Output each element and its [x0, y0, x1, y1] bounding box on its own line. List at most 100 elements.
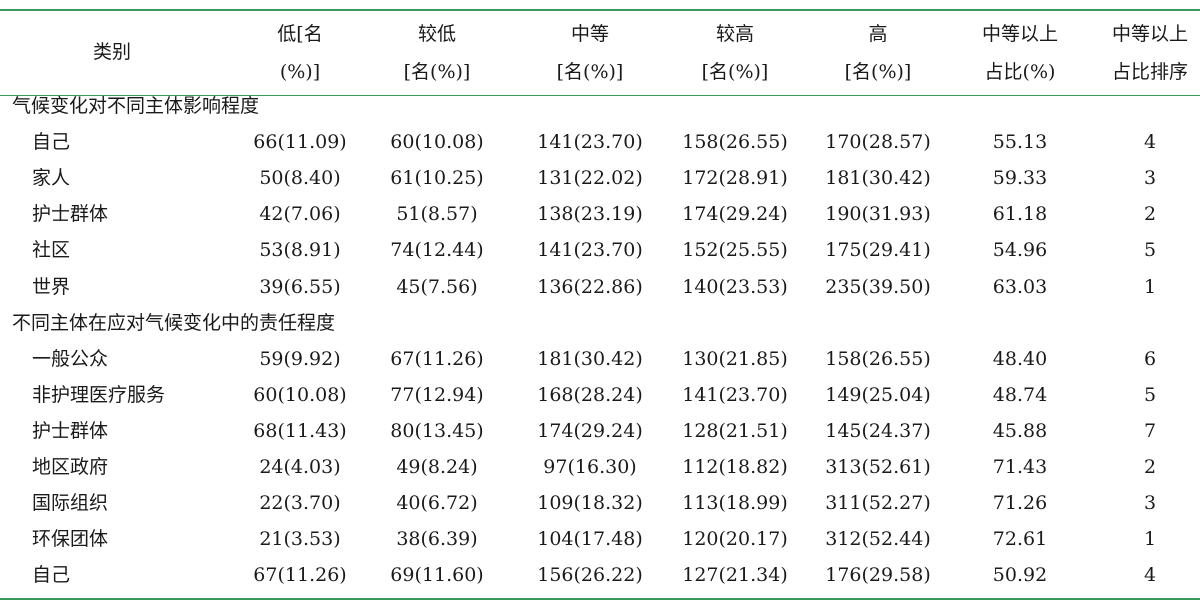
table-cell: 67(11.26): [390, 347, 484, 370]
header-col-7-line-2: 占比排序: [1111, 61, 1188, 83]
row-label: 护士群体: [32, 203, 109, 226]
table-cell: 120(20.17): [682, 528, 788, 551]
table-cell: 59.33: [992, 167, 1048, 190]
table-cell: 97(16.30): [543, 456, 637, 478]
header-col-2-line-1: 较低: [417, 23, 456, 45]
table-cell: 66(11.09): [253, 131, 347, 154]
table-cell: 141(23.70): [682, 383, 788, 406]
table-cell: 170(28.57): [825, 131, 931, 154]
header-rule: [0, 95, 1200, 96]
table-cell: 48.40: [992, 347, 1048, 370]
table-cell: 74(12.44): [390, 239, 484, 262]
table-cell: 181(30.42): [537, 347, 643, 370]
table-cell: 7: [1143, 419, 1157, 442]
table-cell: 63.03: [992, 275, 1048, 298]
table-cell: 145(24.37): [825, 419, 931, 442]
section-title: 气候变化对不同主体影响程度: [12, 95, 260, 117]
table-cell: 152(25.55): [682, 239, 788, 262]
header-col-4-line-2: [名(%)]: [701, 61, 769, 83]
table-cell: 77(12.94): [390, 383, 484, 406]
table-cell: 174(29.24): [537, 419, 643, 442]
table-cell: 59(9.92): [259, 347, 341, 370]
row-label: 社区: [32, 239, 71, 262]
header-col-3-line-2: [名(%)]: [556, 61, 624, 83]
table-cell: 5: [1143, 239, 1157, 262]
header-category: 类别: [92, 41, 131, 63]
bottom-rule: [0, 598, 1200, 600]
header-col-1-line-1: 低[名: [277, 23, 323, 45]
header-col-3-line-1: 中等: [570, 23, 609, 45]
table-cell: 54.96: [992, 239, 1048, 262]
table-cell: 72.61: [992, 528, 1048, 551]
table-cell: 22(3.70): [259, 492, 341, 515]
row-label: 自己: [32, 564, 71, 587]
table-cell: 104(17.48): [537, 528, 643, 551]
table-cell: 176(29.58): [825, 564, 931, 587]
header-col-6-line-1: 中等以上: [981, 23, 1058, 45]
table-cell: 113(18.99): [682, 492, 788, 515]
table-cell: 80(13.45): [390, 419, 484, 442]
table-cell: 312(52.44): [825, 528, 931, 551]
header-col-6-line-2: 占比(%): [984, 61, 1056, 83]
table-cell: 71.26: [992, 492, 1048, 515]
header-col-4-line-1: 较高: [715, 23, 754, 45]
table-cell: 39(6.55): [259, 275, 341, 298]
table-cell: 68(11.43): [253, 419, 347, 442]
table-cell: 61.18: [992, 203, 1048, 226]
table-cell: 149(25.04): [825, 383, 931, 406]
table-cell: 71.43: [992, 456, 1048, 478]
table-cell: 38(6.39): [396, 528, 478, 551]
table-cell: 24(4.03): [259, 456, 341, 478]
table-cell: 53(8.91): [259, 239, 341, 262]
table-cell: 140(23.53): [682, 275, 788, 298]
table-cell: 55.13: [992, 131, 1048, 154]
table-cell: 136(22.86): [537, 275, 643, 298]
table-cell: 69(11.60): [390, 564, 484, 587]
table-cell: 40(6.72): [396, 492, 478, 515]
top-rule: [0, 9, 1200, 11]
row-label: 环保团体: [32, 528, 109, 551]
table-cell: 42(7.06): [259, 203, 341, 226]
table-cell: 2: [1143, 203, 1157, 226]
table-cell: 45(7.56): [396, 275, 478, 298]
table-cell: 311(52.27): [825, 492, 931, 515]
row-label: 世界: [32, 275, 71, 298]
table-cell: 158(26.55): [825, 347, 931, 370]
table-cell: 2: [1143, 456, 1157, 478]
table-cell: 168(28.24): [537, 383, 643, 406]
table-cell: 181(30.42): [825, 167, 931, 190]
table-cell: 131(22.02): [537, 167, 643, 190]
table-cell: 190(31.93): [825, 203, 931, 226]
table-cell: 156(26.22): [537, 564, 643, 587]
table-cell: 4: [1143, 131, 1157, 154]
header-col-5-line-2: [名(%)]: [844, 61, 912, 83]
row-label: 地区政府: [32, 456, 109, 478]
table-cell: 1: [1143, 275, 1157, 298]
table-cell: 51(8.57): [396, 203, 478, 226]
table-cell: 130(21.85): [682, 347, 788, 370]
table-cell: 112(18.82): [682, 456, 788, 478]
table-cell: 127(21.34): [682, 564, 788, 587]
table-cell: 235(39.50): [825, 275, 931, 298]
table-cell: 4: [1143, 564, 1157, 587]
table-cell: 128(21.51): [682, 419, 788, 442]
table-cell: 50.92: [992, 564, 1048, 587]
header-col-1-line-2: (%)]: [279, 61, 321, 83]
table-cell: 174(29.24): [682, 203, 788, 226]
header-col-7-line-1: 中等以上: [1111, 23, 1188, 45]
row-label: 自己: [32, 131, 71, 154]
header-col-5-line-1: 高: [868, 23, 888, 45]
table-cell: 67(11.26): [253, 564, 347, 587]
table-cell: 3: [1143, 167, 1157, 190]
table-cell: 175(29.41): [825, 239, 931, 262]
table-cell: 60(10.08): [253, 383, 347, 406]
table-cell: 21(3.53): [259, 528, 341, 551]
row-label: 家人: [32, 167, 71, 190]
table-cell: 172(28.91): [682, 167, 788, 190]
table-cell: 49(8.24): [396, 456, 478, 478]
table-cell: 1: [1143, 528, 1157, 551]
table-cell: 60(10.08): [390, 131, 484, 154]
table-cell: 61(10.25): [390, 167, 484, 190]
header-col-2-line-2: [名(%)]: [403, 61, 471, 83]
table-cell: 50(8.40): [259, 167, 341, 190]
